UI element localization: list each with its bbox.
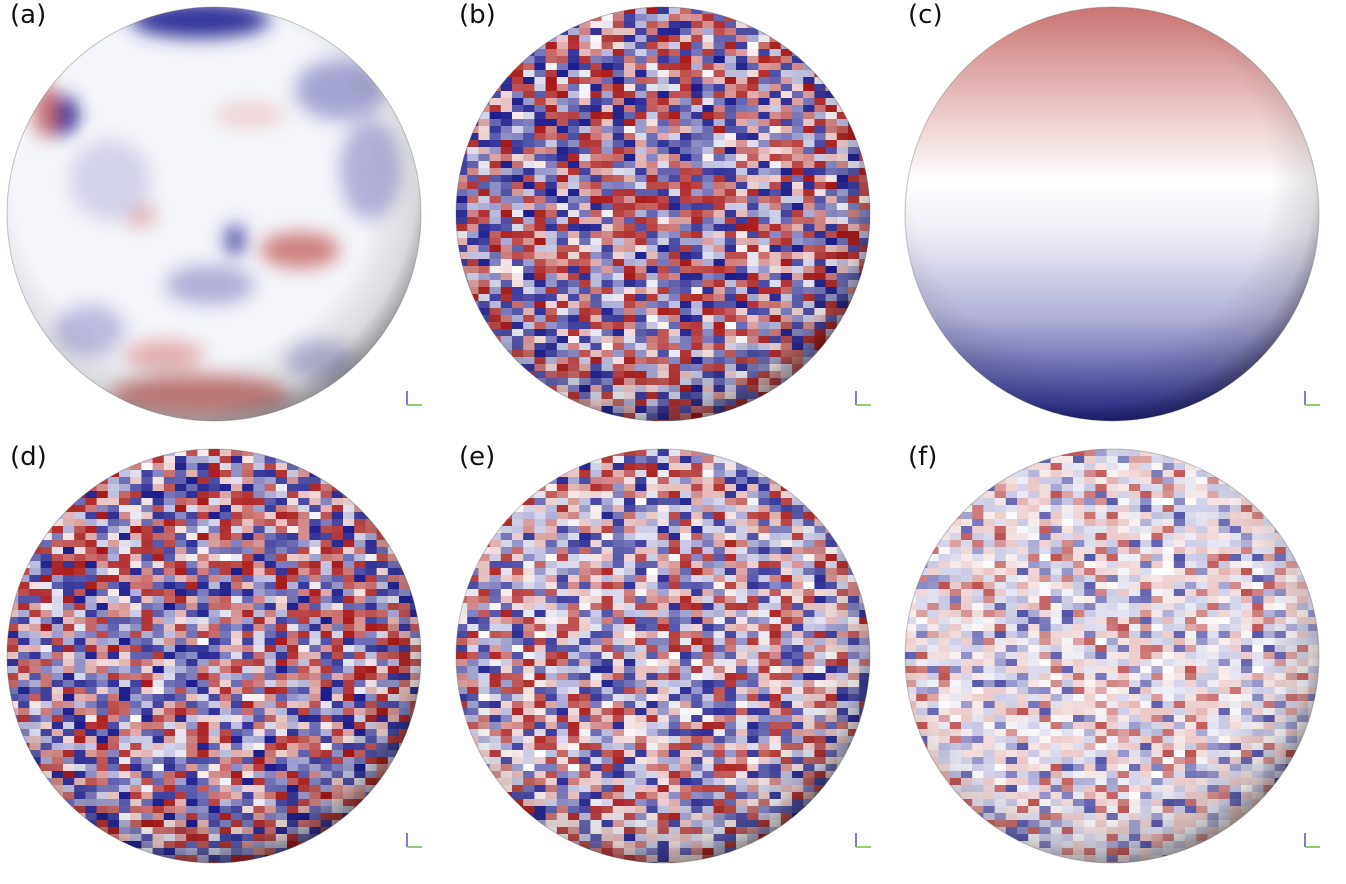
panel-label-c: (c) bbox=[908, 0, 943, 30]
noise-cell bbox=[175, 862, 195, 863]
noise-cell bbox=[624, 420, 643, 421]
sphere-render-b bbox=[455, 6, 871, 422]
sphere-panel-c: (c) bbox=[898, 0, 1346, 442]
axes-orientation-icon bbox=[1304, 391, 1320, 406]
sphere-render-e bbox=[455, 448, 871, 864]
noise-cell bbox=[691, 420, 707, 421]
noise-cell bbox=[287, 456, 300, 464]
noise-cell bbox=[410, 715, 421, 723]
noise-cell bbox=[387, 540, 408, 548]
axes-orientation-icon bbox=[855, 391, 871, 406]
noise-cell bbox=[836, 322, 858, 330]
panel-label-d: (d) bbox=[10, 442, 47, 472]
sphere-render-d bbox=[6, 448, 422, 864]
sphere-shading bbox=[7, 449, 421, 863]
panel-label-b: (b) bbox=[459, 0, 496, 30]
noise-cell bbox=[736, 14, 751, 22]
sphere-outline bbox=[455, 6, 871, 422]
sphere-panel-e: (e) bbox=[449, 442, 898, 884]
sphere-shading bbox=[456, 7, 870, 421]
sphere-outline bbox=[6, 448, 422, 864]
panel-label-a: (a) bbox=[10, 0, 47, 30]
sphere-shading bbox=[7, 7, 421, 421]
sphere-render-c bbox=[904, 6, 1320, 422]
noise-cell bbox=[141, 855, 162, 863]
axes-orientation-icon bbox=[406, 391, 422, 406]
noise-cell bbox=[635, 420, 648, 421]
sphere-render-a bbox=[6, 6, 422, 422]
sphere-panel-b: (b) bbox=[449, 0, 898, 442]
sphere-panel-d: (d) bbox=[0, 442, 449, 884]
noise-cell bbox=[387, 764, 408, 772]
noise-cell bbox=[18, 750, 30, 758]
noise-cell bbox=[545, 392, 558, 400]
noise-cell bbox=[680, 420, 698, 421]
noise-cell bbox=[242, 862, 256, 863]
axes-orientation-icon bbox=[406, 833, 422, 848]
sphere-outline bbox=[6, 6, 422, 422]
noise-cell bbox=[590, 413, 609, 421]
sphere-panel-a: (a) bbox=[0, 0, 449, 442]
noise-cell bbox=[231, 862, 252, 863]
sphere-shading bbox=[905, 7, 1319, 421]
sphere-outline bbox=[904, 6, 1320, 422]
noise-cell bbox=[848, 561, 868, 569]
noise-cell bbox=[859, 589, 870, 597]
noise-cell bbox=[410, 589, 421, 597]
